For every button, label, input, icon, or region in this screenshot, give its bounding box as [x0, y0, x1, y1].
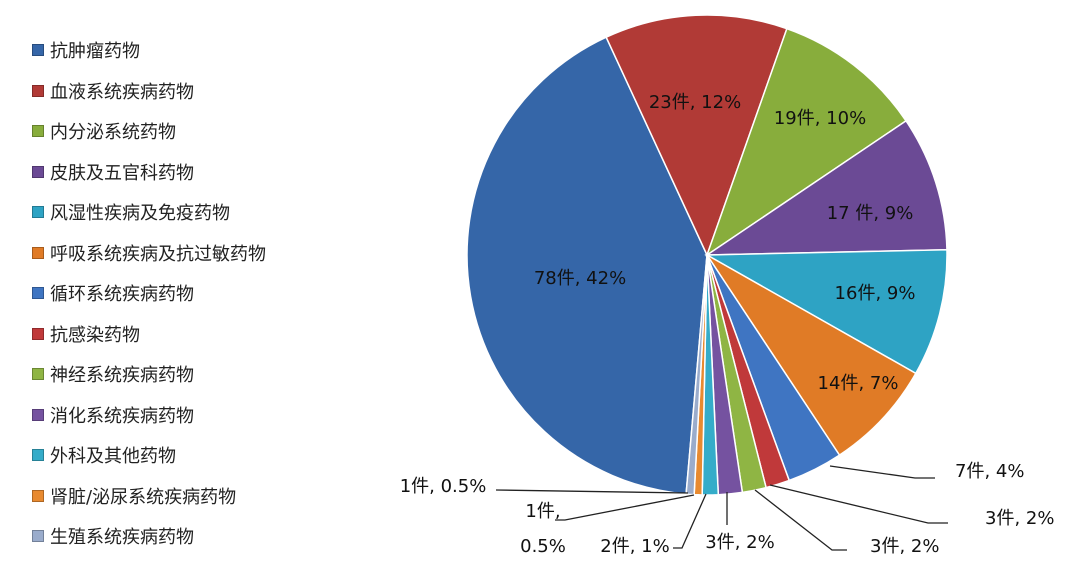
pie-slice — [685, 254, 708, 496]
data-label: 23件, 12% — [649, 92, 741, 113]
legend-swatch — [32, 206, 44, 219]
data-label: 14件, 7% — [818, 373, 899, 394]
legend-swatch — [32, 489, 44, 502]
pie-slice — [605, 14, 788, 257]
legend-swatch — [32, 84, 44, 97]
data-label: 1件, 0.5% — [400, 476, 487, 497]
legend-item: 外科及其他药物 — [32, 435, 266, 476]
legend-item: 消化系统疾病药物 — [32, 395, 266, 436]
legend-label: 外科及其他药物 — [50, 446, 176, 468]
data-label: 7件, 4% — [955, 461, 1024, 482]
legend-label: 循环系统疾病药物 — [50, 284, 194, 306]
legend-item: 肾脏/泌尿系统疾病药物 — [32, 476, 266, 517]
pie-slice — [706, 254, 917, 457]
pie-slice — [704, 119, 948, 256]
legend-item: 神经系统疾病药物 — [32, 354, 266, 395]
legend-swatch — [32, 368, 44, 381]
legend-item: 内分泌系统药物 — [32, 111, 266, 152]
legend-swatch — [32, 449, 44, 462]
legend-swatch — [32, 530, 44, 543]
legend-label: 神经系统疾病药物 — [50, 365, 194, 387]
legend-label: 风湿性疾病及免疫药物 — [50, 203, 230, 225]
data-label: 2件, 1% — [600, 536, 669, 557]
legend-item: 生殖系统疾病药物 — [32, 516, 266, 557]
legend-label: 抗肿瘤药物 — [50, 41, 140, 63]
legend-swatch — [32, 44, 44, 57]
legend-label: 血液系统疾病药物 — [50, 81, 194, 103]
data-label: 3件, 2% — [705, 532, 774, 553]
leader-line — [673, 493, 707, 549]
legend-swatch — [32, 287, 44, 300]
legend-label: 肾脏/泌尿系统疾病药物 — [50, 486, 237, 508]
legend-item: 风湿性疾病及免疫药物 — [32, 192, 266, 233]
legend-label: 呼吸系统疾病及抗过敏药物 — [50, 243, 266, 265]
legend-item: 皮肤及五官科药物 — [32, 152, 266, 193]
legend: 抗肿瘤药物血液系统疾病药物 内分泌系统药物 皮肤及五官科药物风湿性疾病及免疫药物呼吸… — [32, 30, 266, 557]
leader-line — [829, 465, 935, 479]
pie-slice — [466, 36, 708, 495]
leader-line — [495, 489, 689, 494]
legend-swatch — [32, 408, 44, 421]
data-label: 16件, 9% — [835, 283, 916, 304]
leader-line — [754, 489, 847, 551]
legend-label: 生殖系统疾病药物 — [50, 527, 194, 549]
leader-line — [555, 494, 695, 521]
legend-item: 呼吸系统疾病及抗过敏药物 — [32, 233, 266, 274]
legend-label: 内分泌系统药物 — [50, 122, 176, 144]
leader-line — [769, 484, 948, 524]
data-label: 78件, 42% — [534, 268, 626, 289]
legend-label: 消化系统疾病药物 — [50, 405, 194, 427]
data-label: 3件, 2% — [870, 536, 939, 557]
legend-swatch — [32, 246, 44, 259]
legend-swatch — [32, 125, 44, 138]
legend-item: 抗感染药物 — [32, 314, 266, 355]
legend-swatch — [32, 327, 44, 340]
data-label: 17 件, 9% — [827, 203, 914, 224]
legend-item: 抗肿瘤药物 — [32, 30, 266, 71]
data-label: 1件, 0.5% — [520, 501, 566, 557]
legend-label: 皮肤及五官科药物 — [50, 162, 194, 184]
legend-label: 抗感染药物 — [50, 324, 140, 346]
data-label: 19件, 10% — [774, 108, 866, 129]
data-label: 3件, 2% — [985, 508, 1054, 529]
legend-item: 血液系统疾病药物 — [32, 71, 266, 112]
legend-swatch — [32, 165, 44, 178]
pie-slice — [704, 248, 948, 375]
legend-item: 循环系统疾病药物 — [32, 273, 266, 314]
pie-slice — [705, 27, 908, 257]
